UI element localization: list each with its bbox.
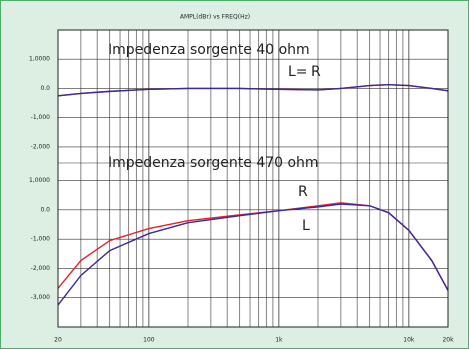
annotation: R [298,184,308,200]
y-tick-label: -1,000 [31,236,51,243]
x-tick-label: 20 [54,337,62,344]
annotation: Impedenza sorgente 40 ohm [108,42,310,58]
annotation: R [311,64,321,80]
annotation: L [302,218,310,234]
y-tick-label: -3,000 [31,294,51,301]
plot-frame [57,29,449,328]
line-series [57,203,449,306]
x-tick-label: 1k [275,337,283,344]
x-tick-label: 20k [442,337,454,344]
y-tick-label: 0.0 [40,206,50,213]
y-tick-label: 0.0 [40,85,50,92]
line-series [57,83,449,97]
y-tick-label: -1,000 [31,114,51,121]
chart-title: AMPL(dBr) vs FREQ(Hz) [180,14,250,21]
y-tick-label: 1,0000 [29,177,50,184]
plot-area [58,30,448,327]
x-tick-label: 10k [403,337,415,344]
x-tick-label: 100 [143,337,155,344]
y-tick-label: -2,000 [31,265,51,272]
y-tick-label: -2,000 [31,143,51,150]
annotation: L= [288,64,308,80]
y-tick-label: 1,0000 [29,56,50,63]
